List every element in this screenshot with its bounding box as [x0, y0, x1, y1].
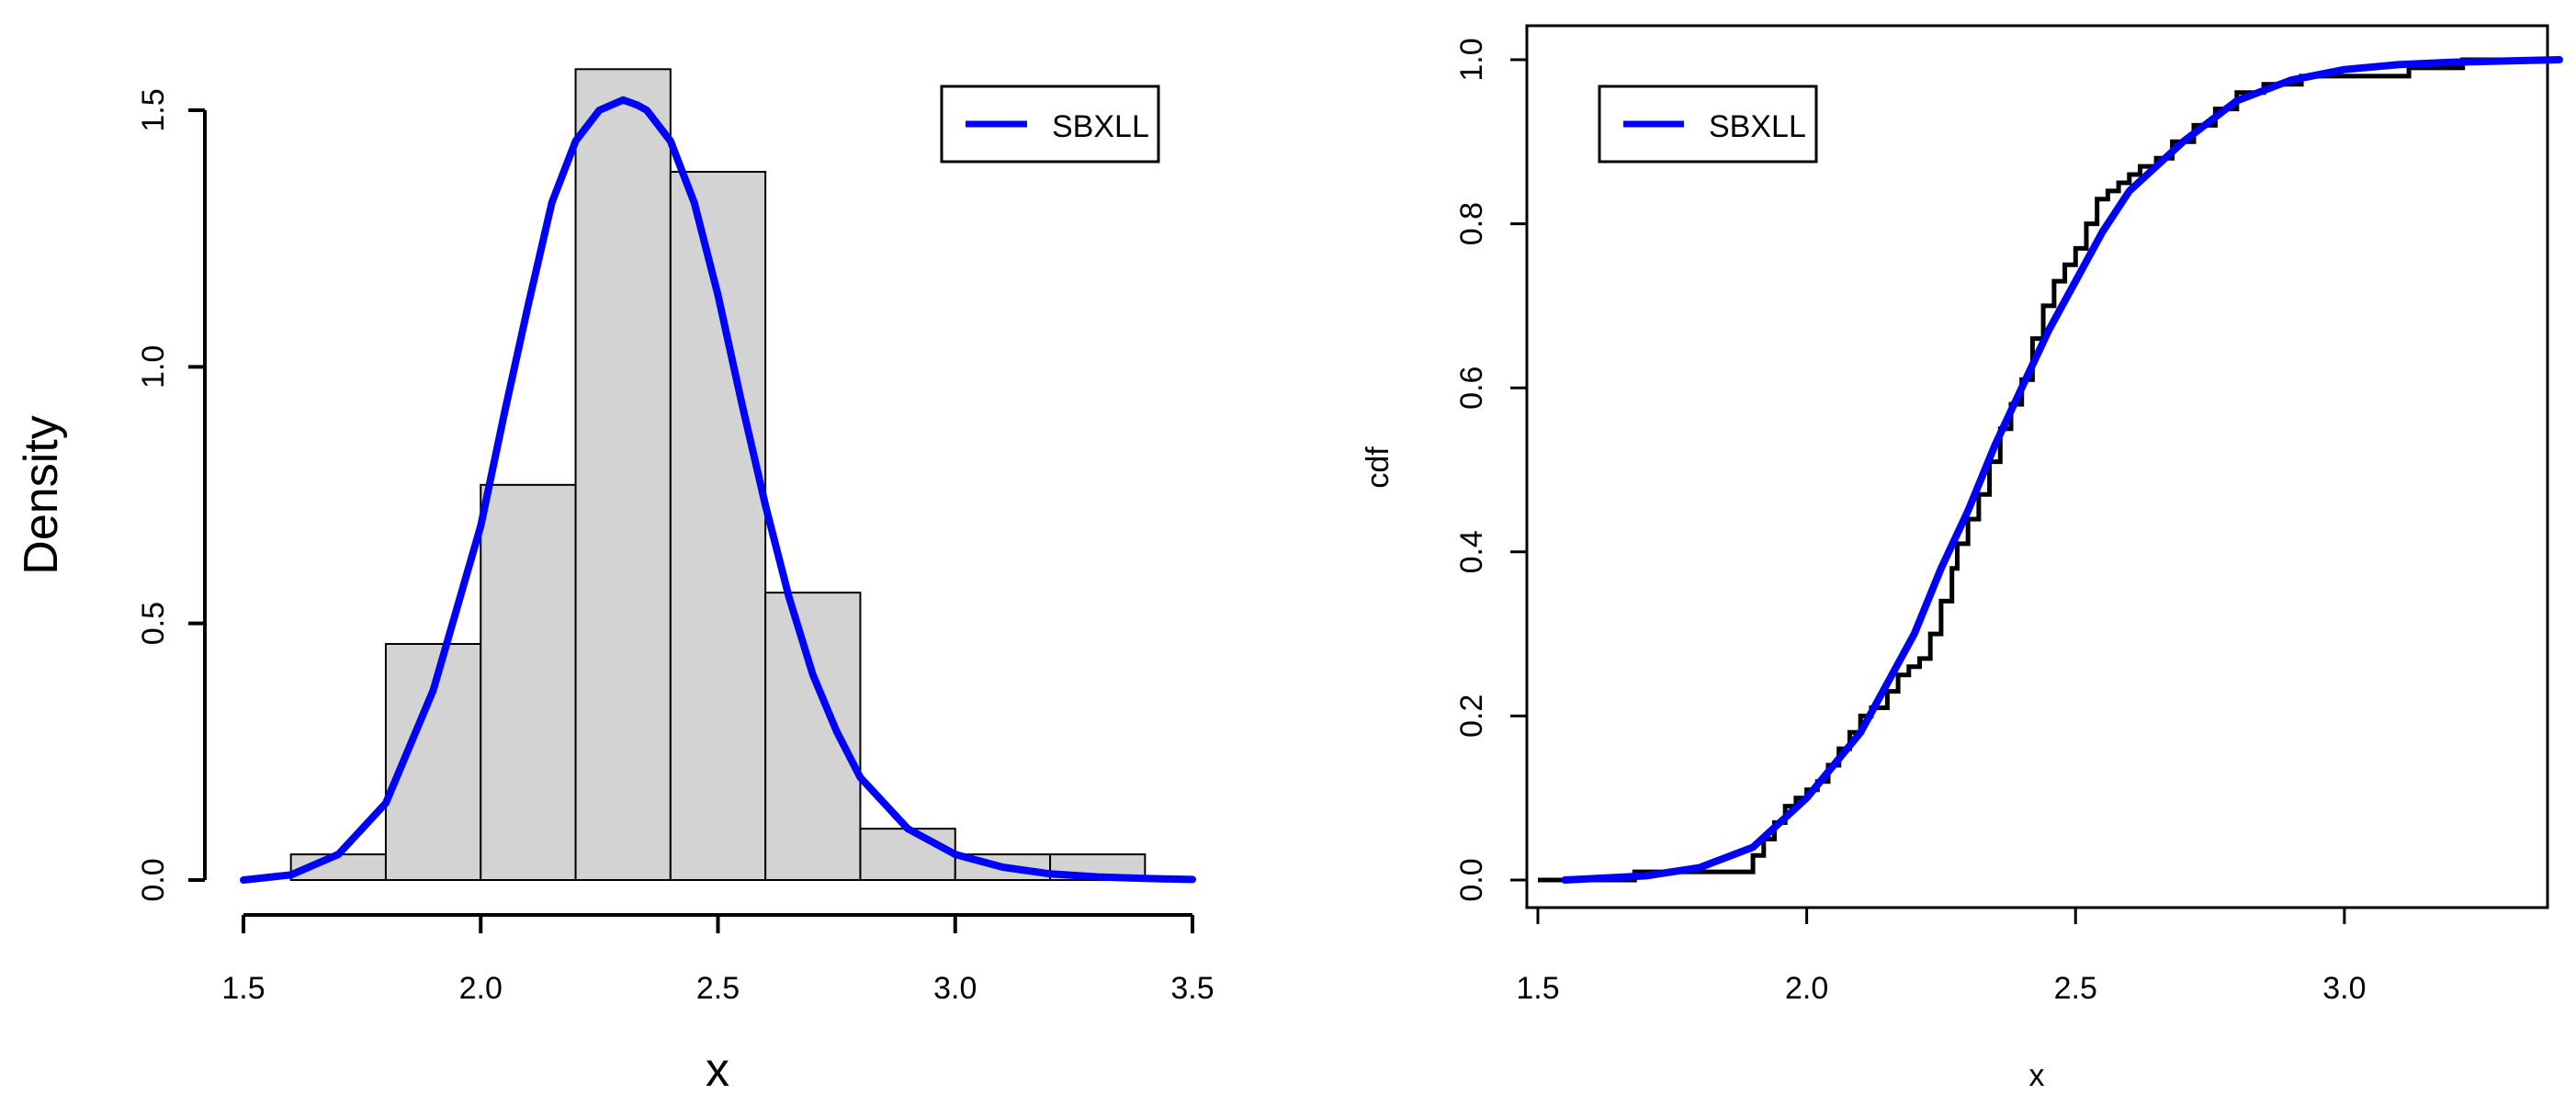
cdf-x-tick-label: 3.0 — [2322, 971, 2366, 1006]
histogram-bar-6 — [764, 592, 862, 881]
histogram-panel: 0.0 0.5 1.0 1.5 1.5 2.0 2.5 3.0 3.5 Density x S… — [15, 68, 1215, 1097]
cdf-y-tick-label: 1.0 — [1454, 38, 1489, 81]
cdf-y-tick-label: 0.8 — [1454, 202, 1489, 245]
cdf-y-ticks: 0.0 0.2 0.4 0.6 0.8 1.0 — [1454, 38, 1527, 902]
hist-x-tick-label: 3.5 — [1170, 971, 1214, 1006]
histogram-bar-7 — [859, 828, 956, 882]
cdf-x-tick-label: 2.0 — [1785, 971, 1828, 1006]
hist-x-tick-label: 1.5 — [221, 971, 265, 1006]
cdf-y-tick-label: 0.0 — [1454, 858, 1489, 901]
histogram-bar-4 — [574, 68, 672, 882]
cdf-y-tick-label: 0.2 — [1454, 694, 1489, 738]
hist-y-tick-label: 0.0 — [136, 858, 171, 901]
hist-y-ticks: 0.0 0.5 1.0 1.5 — [136, 88, 205, 902]
density-curve-sbxll — [240, 96, 1196, 884]
hist-y-tick-label: 1.0 — [136, 345, 171, 389]
cdf-x-axis-label: x — [2029, 1058, 2045, 1093]
hist-x-ticks: 1.5 2.0 2.5 3.0 3.5 — [221, 915, 1215, 1006]
cdf-legend: SBXLL — [1598, 85, 1818, 164]
hist-y-tick-label: 0.5 — [136, 602, 171, 645]
cdf-x-tick-label: 1.5 — [1516, 971, 1559, 1006]
hist-legend: SBXLL — [940, 85, 1160, 164]
hist-x-axis-label: x — [706, 1044, 729, 1097]
cdf-x-ticks: 1.5 2.0 2.5 3.0 — [1516, 908, 2367, 1006]
hist-x-tick-label: 3.0 — [933, 971, 977, 1006]
cdf-x-tick-label: 2.5 — [2054, 971, 2097, 1006]
cdf-panel: 0.0 0.2 0.4 0.6 0.8 1.0 1.5 2.0 2.5 3.0 cdf x SB… — [1361, 24, 2563, 1093]
cdf-curve-sbxll — [1561, 56, 2563, 884]
hist-y-axis-label: Density — [15, 415, 68, 574]
cdf-plot-box — [1525, 24, 2549, 909]
cdf-y-tick-label: 0.6 — [1454, 367, 1489, 410]
histogram-bars — [289, 68, 1147, 882]
histogram-bar-3 — [480, 483, 577, 881]
hist-x-tick-label: 2.0 — [459, 971, 503, 1006]
histogram-bar-5 — [669, 171, 767, 882]
cdf-legend-label: SBXLL — [1709, 109, 1806, 144]
hist-x-tick-label: 2.5 — [696, 971, 740, 1006]
cdf-y-tick-label: 0.4 — [1454, 530, 1489, 573]
empirical-cdf-step — [1538, 57, 2559, 883]
cdf-y-axis-label: cdf — [1361, 446, 1395, 489]
hist-y-tick-label: 1.5 — [136, 88, 171, 131]
hist-legend-label: SBXLL — [1052, 109, 1149, 144]
